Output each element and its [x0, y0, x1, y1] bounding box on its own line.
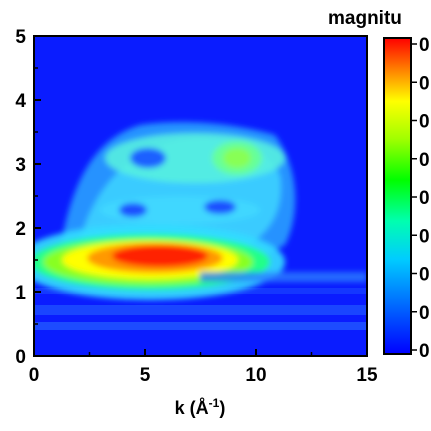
x-tick-label: 5: [140, 365, 151, 386]
colorbar-tick-label: 0: [419, 265, 430, 286]
y-tick-label: 5: [15, 27, 26, 48]
colorbar-label: magnitu: [328, 8, 402, 29]
colorbar: magnitu 0 0 0 0 0 0 0 0 0: [328, 8, 430, 362]
colorbar-tick-label: 0: [419, 303, 430, 324]
y-tick-label: 3: [15, 155, 26, 176]
y-axis: 0 1 2 3 4 5: [15, 27, 41, 368]
y-tick-label: 1: [15, 283, 26, 304]
x-axis-title: k (Å-1): [175, 396, 226, 418]
colorbar-gradient: [383, 37, 412, 355]
colorbar-tick-label: 0: [419, 150, 430, 171]
y-tick-label: 2: [15, 219, 26, 240]
x-tick-label: 0: [29, 365, 40, 386]
colorbar-tick-label: 0: [419, 226, 430, 247]
x-tick-label: 15: [356, 365, 378, 386]
y-tick-label: 4: [15, 91, 26, 112]
heatmap-surface: [34, 36, 367, 356]
y-tick-label: 0: [15, 347, 26, 368]
colorbar-tick-label: 0: [419, 73, 430, 94]
colorbar-tick-label: 0: [419, 341, 430, 362]
x-axis: 0 5 10 15: [29, 349, 378, 386]
colorbar-tick-label: 0: [419, 188, 430, 209]
x-tick-label: 10: [245, 365, 266, 386]
plot-area: [33, 35, 368, 357]
colorbar-tick-label: 0: [419, 112, 430, 133]
colorbar-tick-label: 0: [419, 35, 430, 56]
